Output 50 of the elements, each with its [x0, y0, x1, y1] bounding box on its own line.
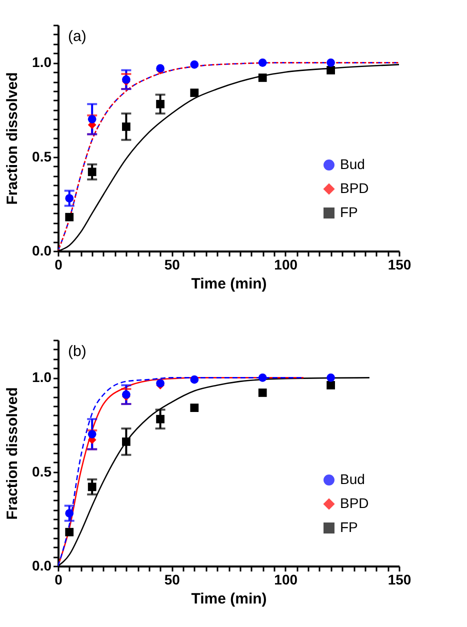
x-tick-label: 50 [164, 256, 180, 272]
point [65, 528, 74, 536]
legend-label: BPD [340, 180, 369, 196]
annotation: (b) [68, 343, 86, 360]
point [326, 373, 335, 382]
y-tick-label: 0.0 [32, 242, 52, 258]
x-tick-label: 100 [274, 256, 298, 272]
point [156, 100, 164, 108]
point [156, 414, 164, 424]
point [122, 438, 130, 446]
point [258, 58, 267, 67]
legend-label: Bud [340, 156, 365, 172]
x-axis-title: Time (min) [191, 590, 267, 608]
y-axis-title: Fraction dissolved [4, 387, 22, 520]
point [122, 122, 130, 131]
x-tick-label: 150 [388, 572, 412, 588]
point [258, 388, 267, 397]
legend-label: FP [340, 204, 358, 220]
point [88, 168, 96, 176]
y-tick-label: 0.5 [32, 148, 52, 164]
point [190, 404, 199, 412]
x-tick-label: 100 [274, 572, 298, 588]
y-tick-label: 0.0 [32, 558, 52, 574]
y-tick-label: 1.0 [32, 54, 52, 70]
annotation: (a) [68, 28, 86, 45]
point [190, 88, 199, 97]
legend-label: BPD [340, 495, 369, 511]
x-axis-title: Time (min) [191, 276, 267, 292]
point [88, 430, 96, 438]
point [88, 114, 96, 124]
x-tick-label: 50 [164, 572, 180, 588]
point [258, 373, 267, 382]
legend-label: Bud [340, 471, 365, 487]
point [65, 212, 74, 222]
point [326, 381, 335, 390]
point [88, 482, 96, 492]
point [65, 509, 74, 518]
point [190, 375, 199, 384]
legend-label: FP [340, 519, 358, 535]
x-tick-label: 0 [54, 256, 63, 272]
point [326, 66, 335, 74]
x-tick-label: 0 [54, 572, 63, 588]
point [190, 60, 199, 69]
x-tick-label: 150 [388, 256, 412, 272]
y-axis-title: Fraction dissolved [4, 72, 22, 205]
y-tick-label: 0.5 [32, 463, 52, 480]
point [326, 58, 335, 67]
point [65, 194, 74, 202]
point [258, 74, 267, 82]
y-tick-label: 1.0 [32, 369, 52, 386]
